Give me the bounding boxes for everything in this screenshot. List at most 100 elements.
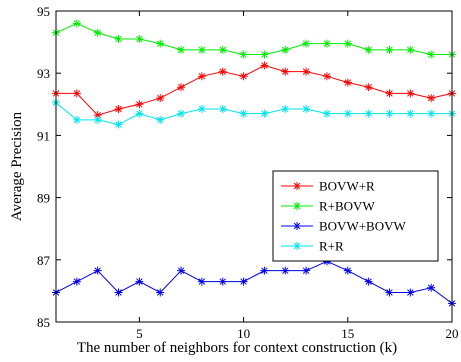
legend-label: BOVW+BOVW bbox=[319, 219, 406, 234]
data-point bbox=[302, 104, 311, 113]
data-point bbox=[293, 202, 301, 210]
x-tick-label: 5 bbox=[136, 326, 143, 341]
data-point bbox=[135, 277, 144, 286]
series-1 bbox=[52, 19, 456, 59]
data-point bbox=[427, 283, 436, 292]
y-tick-label: 85 bbox=[37, 315, 50, 330]
data-point bbox=[302, 266, 311, 275]
data-point bbox=[197, 277, 206, 286]
data-point bbox=[135, 34, 144, 43]
data-point bbox=[72, 277, 81, 286]
data-point bbox=[93, 28, 102, 37]
legend-entry: R+R bbox=[281, 239, 344, 254]
series-0 bbox=[52, 61, 456, 120]
data-point bbox=[156, 39, 165, 48]
series-line bbox=[56, 64, 453, 116]
legend-entry: R+BOVW bbox=[281, 199, 375, 214]
y-tick-label: 95 bbox=[37, 4, 50, 19]
legend: BOVW+R R+BOVW BOVW+BOVW R+R bbox=[272, 170, 439, 262]
data-point bbox=[177, 109, 186, 118]
data-point bbox=[239, 72, 248, 81]
legend-label: R+BOVW bbox=[319, 199, 375, 214]
data-point bbox=[260, 109, 269, 118]
data-point bbox=[406, 288, 415, 297]
data-point bbox=[135, 109, 144, 118]
data-point bbox=[343, 78, 352, 87]
legend-label: BOVW+R bbox=[319, 179, 375, 194]
ticks-layer: 85 87 89 91 93 95 5 10 15 20 bbox=[37, 4, 459, 341]
data-point bbox=[177, 83, 186, 92]
data-point bbox=[293, 242, 301, 250]
data-point bbox=[197, 45, 206, 54]
x-axis-label: The number of neighbors for context cons… bbox=[77, 340, 397, 356]
data-point bbox=[156, 94, 165, 103]
data-point bbox=[114, 288, 123, 297]
y-axis-label: Average Precision bbox=[9, 111, 25, 221]
data-point bbox=[406, 89, 415, 98]
y-tick-label: 91 bbox=[37, 128, 50, 143]
data-point bbox=[218, 45, 227, 54]
data-point bbox=[343, 109, 352, 118]
data-point bbox=[72, 19, 81, 28]
data-point bbox=[343, 266, 352, 275]
data-point bbox=[156, 288, 165, 297]
data-point bbox=[218, 67, 227, 76]
data-point bbox=[260, 266, 269, 275]
data-point bbox=[293, 182, 301, 190]
series-layer bbox=[52, 19, 456, 308]
data-point bbox=[281, 67, 290, 76]
data-point bbox=[72, 115, 81, 124]
data-point bbox=[197, 72, 206, 81]
data-point bbox=[93, 111, 102, 120]
data-point bbox=[385, 109, 394, 118]
data-point bbox=[177, 266, 186, 275]
data-point bbox=[385, 89, 394, 98]
x-tick-label: 15 bbox=[341, 326, 354, 341]
data-point bbox=[427, 94, 436, 103]
data-point bbox=[406, 45, 415, 54]
data-point bbox=[322, 109, 331, 118]
y-tick-label: 89 bbox=[37, 191, 50, 206]
y-tick-label: 87 bbox=[37, 253, 51, 268]
data-point bbox=[364, 277, 373, 286]
data-point bbox=[72, 89, 81, 98]
data-point bbox=[385, 45, 394, 54]
data-point bbox=[197, 104, 206, 113]
data-point bbox=[281, 45, 290, 54]
data-point bbox=[364, 109, 373, 118]
data-point bbox=[281, 104, 290, 113]
x-tick-label: 10 bbox=[237, 326, 250, 341]
legend-label: R+R bbox=[319, 239, 344, 254]
series-2 bbox=[52, 257, 456, 308]
data-point bbox=[302, 39, 311, 48]
data-point bbox=[239, 277, 248, 286]
data-point bbox=[114, 104, 123, 113]
series-line bbox=[55, 260, 453, 304]
data-point bbox=[135, 100, 144, 109]
plot-area-frame bbox=[55, 10, 453, 323]
data-point bbox=[93, 266, 102, 275]
legend-entry: BOVW+BOVW bbox=[281, 219, 406, 234]
data-point bbox=[293, 222, 301, 230]
data-point bbox=[114, 34, 123, 43]
x-tick-label: 20 bbox=[446, 326, 459, 341]
data-point bbox=[427, 109, 436, 118]
data-point bbox=[218, 104, 227, 113]
data-point bbox=[93, 115, 102, 124]
data-point bbox=[427, 50, 436, 59]
data-point bbox=[406, 109, 415, 118]
data-point bbox=[260, 50, 269, 59]
data-point bbox=[239, 109, 248, 118]
data-point bbox=[114, 120, 123, 129]
y-tick-label: 93 bbox=[37, 66, 50, 81]
data-point bbox=[343, 39, 352, 48]
data-point bbox=[322, 72, 331, 81]
series-3 bbox=[52, 98, 456, 129]
data-point bbox=[281, 266, 290, 275]
data-point bbox=[260, 61, 269, 70]
data-point bbox=[322, 39, 331, 48]
data-point bbox=[218, 277, 227, 286]
data-point bbox=[177, 45, 186, 54]
data-point bbox=[156, 115, 165, 124]
data-point bbox=[239, 50, 248, 59]
